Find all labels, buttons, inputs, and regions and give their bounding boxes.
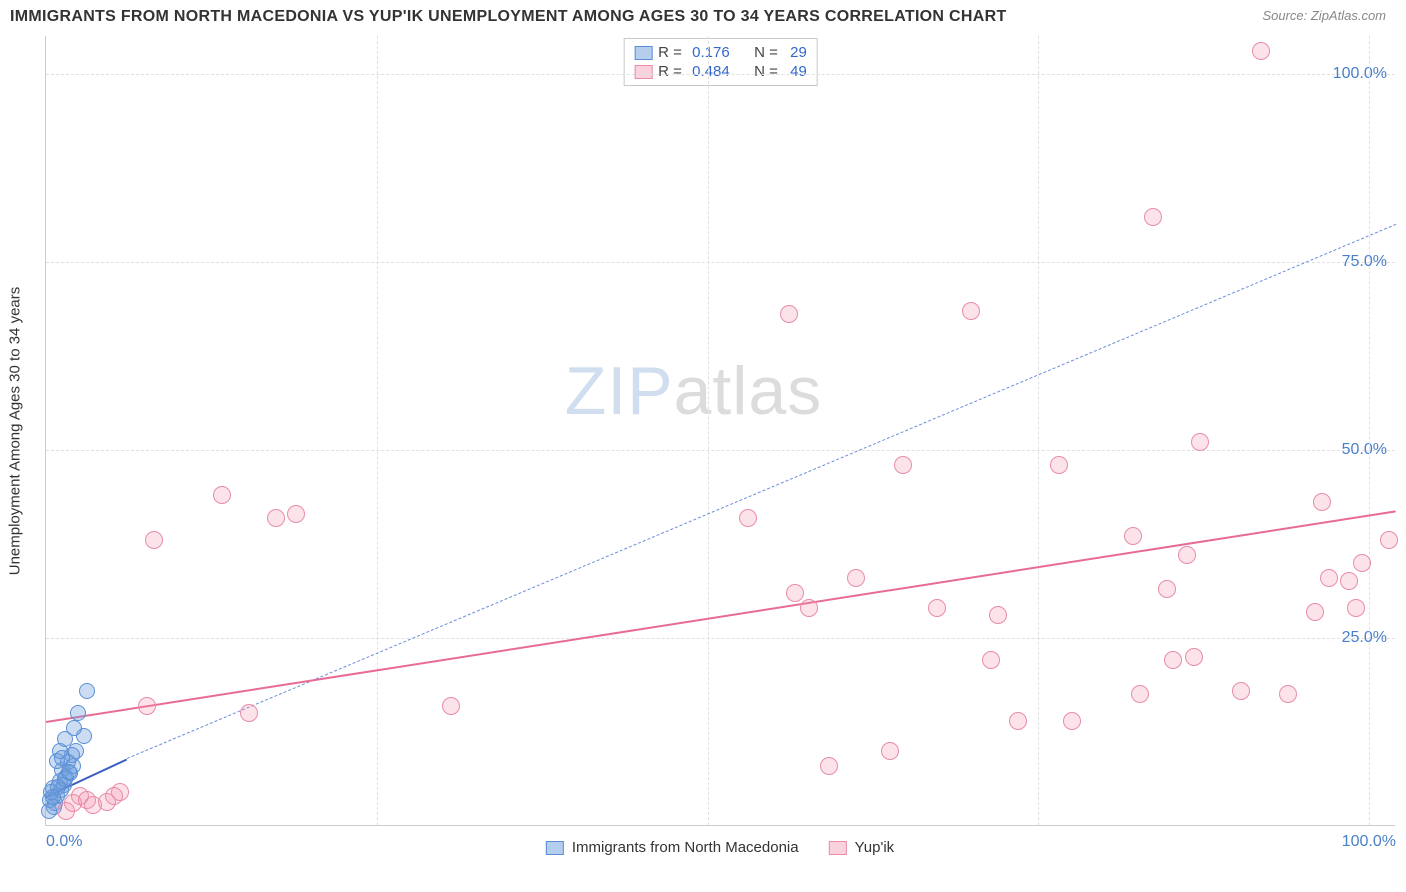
data-point bbox=[962, 302, 980, 320]
data-point bbox=[800, 599, 818, 617]
data-point bbox=[1009, 712, 1027, 730]
data-point bbox=[1063, 712, 1081, 730]
grid-line-v bbox=[1038, 36, 1039, 825]
x-tick-label: 0.0% bbox=[46, 833, 82, 851]
trend-line bbox=[46, 510, 1396, 723]
watermark: ZIPatlas bbox=[565, 352, 822, 430]
stat-n-blue: 29 bbox=[790, 44, 807, 61]
data-point bbox=[70, 705, 86, 721]
data-point bbox=[1131, 685, 1149, 703]
stat-n-pink: 49 bbox=[790, 63, 807, 80]
y-tick-label: 100.0% bbox=[1333, 65, 1387, 83]
stat-r-label2: R = bbox=[658, 63, 686, 80]
stat-r-blue: 0.176 bbox=[692, 44, 748, 61]
data-point bbox=[138, 697, 156, 715]
legend-swatch-pink-icon bbox=[829, 841, 847, 855]
chart-title: IMMIGRANTS FROM NORTH MACEDONIA VS YUP'I… bbox=[10, 8, 1007, 26]
data-point bbox=[989, 606, 1007, 624]
y-tick-label: 75.0% bbox=[1342, 253, 1387, 271]
data-point bbox=[881, 742, 899, 760]
data-point bbox=[240, 704, 258, 722]
data-point bbox=[847, 569, 865, 587]
swatch-blue-icon bbox=[634, 46, 652, 60]
data-point bbox=[287, 505, 305, 523]
legend-swatch-blue-icon bbox=[546, 841, 564, 855]
data-point bbox=[442, 697, 460, 715]
data-point bbox=[54, 750, 70, 766]
legend-item-pink: Yup'ik bbox=[829, 839, 895, 856]
data-point bbox=[1164, 651, 1182, 669]
x-tick-label: 100.0% bbox=[1342, 833, 1396, 851]
y-tick-label: 50.0% bbox=[1342, 441, 1387, 459]
y-axis-title: Unemployment Among Ages 30 to 34 years bbox=[7, 287, 24, 576]
grid-line-h bbox=[46, 262, 1395, 263]
data-point bbox=[1380, 531, 1398, 549]
data-point bbox=[45, 789, 61, 805]
data-point bbox=[41, 803, 57, 819]
grid-line-h bbox=[46, 74, 1395, 75]
legend-label-pink: Yup'ik bbox=[855, 839, 895, 856]
data-point bbox=[1178, 546, 1196, 564]
grid-line-v bbox=[1369, 36, 1370, 825]
grid-line-h bbox=[46, 638, 1395, 639]
data-point bbox=[213, 486, 231, 504]
stat-row-pink: R = 0.484 N = 49 bbox=[634, 62, 807, 81]
data-point bbox=[1158, 580, 1176, 598]
data-point bbox=[111, 783, 129, 801]
grid-line-h bbox=[46, 450, 1395, 451]
data-point bbox=[1252, 42, 1270, 60]
data-point bbox=[982, 651, 1000, 669]
data-point bbox=[780, 305, 798, 323]
data-point bbox=[1353, 554, 1371, 572]
stat-r-pink: 0.484 bbox=[692, 63, 748, 80]
data-point bbox=[1306, 603, 1324, 621]
data-point bbox=[145, 531, 163, 549]
source-label: Source: ZipAtlas.com bbox=[1262, 8, 1386, 23]
data-point bbox=[786, 584, 804, 602]
data-point bbox=[1144, 208, 1162, 226]
legend-label-blue: Immigrants from North Macedonia bbox=[572, 839, 799, 856]
data-point bbox=[61, 764, 77, 780]
swatch-pink-icon bbox=[634, 65, 652, 79]
data-point bbox=[1313, 493, 1331, 511]
stat-box: R = 0.176 N = 29 R = 0.484 N = 49 bbox=[623, 38, 818, 86]
data-point bbox=[1320, 569, 1338, 587]
chart-area: ZIPatlas R = 0.176 N = 29 R = 0.484 N = … bbox=[45, 36, 1395, 826]
data-point bbox=[1185, 648, 1203, 666]
data-point bbox=[79, 683, 95, 699]
data-point bbox=[928, 599, 946, 617]
data-point bbox=[66, 720, 82, 736]
stat-n-label2: N = bbox=[754, 63, 784, 80]
grid-line-v bbox=[708, 36, 709, 825]
data-point bbox=[820, 757, 838, 775]
y-tick-label: 25.0% bbox=[1342, 629, 1387, 647]
stat-n-label: N = bbox=[754, 44, 784, 61]
data-point bbox=[1347, 599, 1365, 617]
data-point bbox=[267, 509, 285, 527]
data-point bbox=[1340, 572, 1358, 590]
plot-region: ZIPatlas R = 0.176 N = 29 R = 0.484 N = … bbox=[45, 36, 1395, 826]
data-point bbox=[1124, 527, 1142, 545]
legend-item-blue: Immigrants from North Macedonia bbox=[546, 839, 799, 856]
stat-r-label: R = bbox=[658, 44, 686, 61]
data-point bbox=[894, 456, 912, 474]
bottom-legend: Immigrants from North Macedonia Yup'ik bbox=[546, 839, 894, 856]
stat-row-blue: R = 0.176 N = 29 bbox=[634, 43, 807, 62]
data-point bbox=[739, 509, 757, 527]
grid-line-v bbox=[377, 36, 378, 825]
data-point bbox=[1191, 433, 1209, 451]
data-point bbox=[1279, 685, 1297, 703]
data-point bbox=[1232, 682, 1250, 700]
watermark-zip: ZIP bbox=[565, 353, 674, 429]
data-point bbox=[1050, 456, 1068, 474]
watermark-atlas: atlas bbox=[674, 353, 823, 429]
